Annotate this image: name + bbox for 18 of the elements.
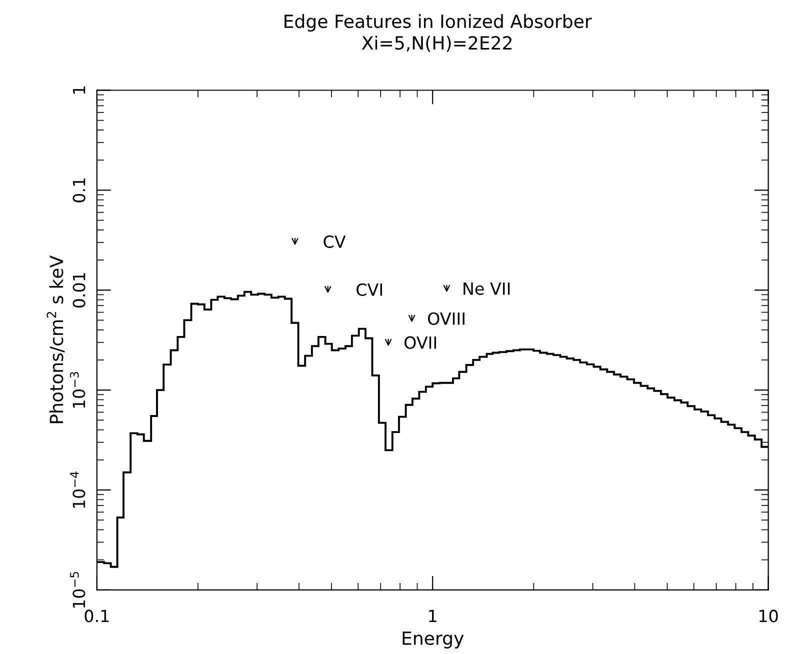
- x-axis-title: Energy: [402, 632, 464, 649]
- annotation: CVI: [356, 283, 382, 296]
- x-tick-label: 1: [429, 610, 436, 622]
- chart-title: Edge Features in Ionized Absorber: [284, 14, 592, 32]
- y-tick-label: 0.1: [72, 178, 86, 202]
- annotation: OVIII: [428, 312, 464, 325]
- y-tick-label: 10$^{−3}$: [70, 372, 86, 408]
- y-tick-label: 10$^{−4}$: [70, 472, 86, 508]
- y-tick-label: 1: [72, 86, 86, 94]
- annotation: CV: [324, 235, 346, 248]
- x-tick-label: 0.1: [84, 610, 109, 622]
- y-tick-label: 10$^{−5}$: [70, 572, 86, 608]
- annotation: Ne VII: [464, 282, 510, 295]
- annotation: OVII: [404, 336, 436, 349]
- x-tick-label: 10: [760, 610, 778, 622]
- y-axis-title: Photons/cm$^{2}$ s keV: [46, 256, 65, 424]
- y-tick-label: 0.01: [72, 273, 86, 308]
- chart-subtitle: Xi=5,N(H)=2E22: [362, 36, 512, 52]
